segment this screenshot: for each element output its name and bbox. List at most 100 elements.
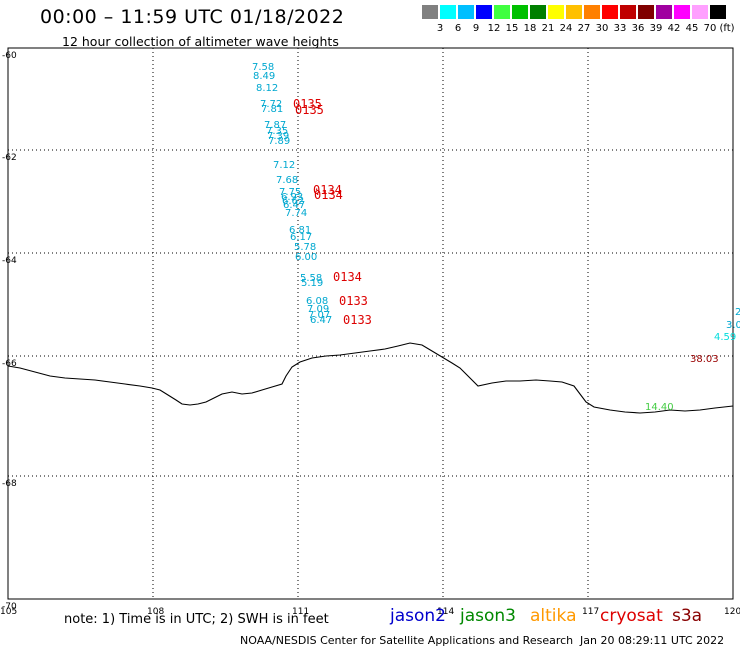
swh-value: 6.81 — [289, 225, 311, 236]
legend-swatch — [566, 5, 582, 19]
swh-value: 7.09 — [307, 304, 329, 315]
pass-number: 0135 — [295, 103, 324, 117]
latitude-label: -60 — [2, 51, 17, 61]
swh-value: 8.12 — [256, 83, 278, 94]
swh-value: 4.59 — [714, 332, 736, 343]
pass-number: 0133 — [343, 313, 372, 327]
swh-value: 6.08 — [306, 296, 328, 307]
pass-number: 0134 — [333, 270, 362, 284]
legend-swatch — [422, 5, 438, 19]
legend-swatch — [602, 5, 618, 19]
legend-label: 3 — [436, 23, 444, 34]
swh-value: 14.40 — [645, 402, 674, 413]
legend-swatch — [692, 5, 708, 19]
legend-label: 21 — [541, 23, 555, 34]
map-subtitle: 12 hour collection of altimeter wave hei… — [62, 34, 339, 49]
swh-value: 7.12 — [273, 160, 295, 171]
legend-label: 27 — [577, 23, 591, 34]
swh-value: 8.49 — [253, 71, 275, 82]
swh-value: 7.72 — [260, 99, 282, 110]
legend-label: 33 — [613, 23, 627, 34]
legend-label: 70 — [703, 23, 717, 34]
swh-value: 2 — [735, 307, 740, 318]
legend-swatch — [548, 5, 564, 19]
pass-number: 0133 — [339, 294, 368, 308]
generated-timestamp: Jan 20 08:29:11 UTC 2022 — [580, 634, 725, 647]
legend-label: 24 — [559, 23, 573, 34]
legend-label: 36 — [631, 23, 645, 34]
legend-label: 15 — [505, 23, 519, 34]
legend-label: 12 — [487, 23, 501, 34]
longitude-label: 117 — [582, 607, 599, 617]
legend-label: 9 — [472, 23, 480, 34]
latitude-label: -70 — [2, 602, 17, 612]
longitude-label: 108 — [147, 607, 164, 617]
swh-value: 38.03 — [690, 354, 719, 365]
longitude-label: 105 — [0, 607, 17, 617]
swh-value: 6.00 — [295, 252, 317, 263]
swh-value: 7.81 — [261, 104, 283, 115]
legend-swatch — [458, 5, 474, 19]
coastline — [7, 342, 734, 414]
map-title: 00:00 – 11:59 UTC 01/18/2022 — [40, 6, 345, 28]
longitude-label: 120 — [724, 607, 740, 617]
swh-observations: 7.588.498.12 7.727.81 7.877.357.397.89 7.12… — [252, 62, 740, 413]
swh-value: 7.89 — [268, 136, 290, 147]
legend-swatch — [638, 5, 654, 19]
swh-value: 3.0 — [726, 320, 740, 331]
legend-unit: (ft) — [719, 23, 735, 34]
legend-swatch — [674, 5, 690, 19]
latitude-label: -64 — [2, 256, 17, 266]
satellite-name-cryosat: cryosat — [600, 606, 663, 626]
legend-label: 6 — [454, 23, 462, 34]
swh-value: 6.17 — [290, 232, 312, 243]
legend-swatch — [512, 5, 528, 19]
longitude-label: 114 — [437, 607, 454, 617]
legend-swatch — [494, 5, 510, 19]
legend-label: 45 — [685, 23, 699, 34]
credit-text: NOAA/NESDIS Center for Satellite Applica… — [240, 634, 574, 647]
legend-swatch — [620, 5, 636, 19]
latitude-label: -66 — [2, 359, 17, 369]
legend-label: 42 — [667, 23, 681, 34]
satellite-name-altika: altika — [530, 606, 577, 626]
swh-value: 7.68 — [276, 175, 298, 186]
swh-value: 6.62 — [282, 196, 304, 207]
longitude-label: 111 — [292, 607, 309, 617]
swh-value: 5.78 — [294, 242, 316, 253]
pass-number: 0135 — [293, 97, 322, 111]
legend-swatch — [710, 5, 726, 19]
swh-value: 5.58 — [300, 273, 322, 284]
swh-value: 7.07 — [308, 310, 330, 321]
legend-swatch — [530, 5, 546, 19]
latitude-label: -62 — [2, 153, 17, 163]
swh-value: 7.74 — [285, 208, 307, 219]
legend-label: 39 — [649, 23, 663, 34]
swh-value: 7.35 — [266, 126, 288, 137]
pass-number: 0134 — [314, 188, 343, 202]
satellite-name-jason2: jason2 — [390, 606, 446, 626]
legend-swatch — [440, 5, 456, 19]
legend-swatch — [584, 5, 600, 19]
map-frame — [7, 47, 734, 600]
swh-value: 6.47 — [283, 200, 305, 211]
legend-label: 18 — [523, 23, 537, 34]
graticule — [8, 48, 733, 599]
swh-value: 6.47 — [310, 315, 332, 326]
swh-value: 6.93 — [281, 192, 303, 203]
swh-value: 7.39 — [267, 131, 289, 142]
satellite-name-jason3: jason3 — [460, 606, 516, 626]
swh-value: 7.87 — [264, 120, 286, 131]
legend-label: 30 — [595, 23, 609, 34]
latitude-label: -68 — [2, 479, 17, 489]
swh-value: 7.75 — [279, 187, 301, 198]
pass-number: 0134 — [313, 183, 342, 197]
swh-value: 7.58 — [252, 62, 274, 73]
legend-swatch — [476, 5, 492, 19]
legend-swatch — [656, 5, 672, 19]
swh-value: 5.19 — [301, 278, 323, 289]
units-note: note: 1) Time is in UTC; 2) SWH is in fe… — [64, 612, 329, 627]
satellite-name-s3a: s3a — [672, 606, 703, 626]
